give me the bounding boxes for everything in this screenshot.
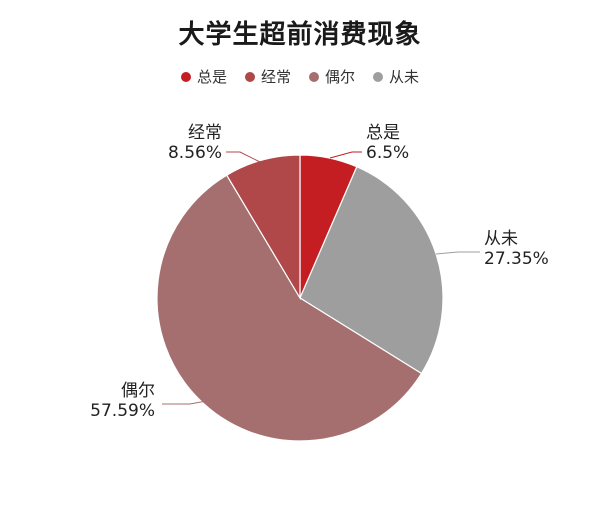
data-label-category: 经常 <box>188 123 222 143</box>
data-label-value: 8.56% <box>168 143 222 163</box>
leader-line <box>435 251 480 255</box>
pie-slice <box>156 174 423 442</box>
legend-swatch <box>373 71 384 82</box>
legend-swatch <box>244 71 255 82</box>
leader-line <box>329 151 362 159</box>
chart-title: 大学生超前消费现象 <box>178 20 422 50</box>
data-label-value: 57.59% <box>90 401 155 421</box>
legend-swatch <box>309 71 319 82</box>
data-label-value: 6.5% <box>366 143 409 163</box>
data-label-category: 偶尔 <box>121 381 155 401</box>
legend-item: 从未 <box>373 66 419 87</box>
legend-label: 偶尔 <box>325 68 356 86</box>
leader-line <box>226 151 263 164</box>
data-label-category: 总是 <box>366 123 400 143</box>
data-label-category: 从未 <box>484 229 518 249</box>
legend-item: 偶尔 <box>309 66 355 87</box>
legend-item: 经常 <box>244 66 291 87</box>
legend: 总是 经常 偶尔 从未 <box>0 66 600 87</box>
legend-label: 总是 <box>196 68 227 86</box>
pie-slice <box>225 154 301 301</box>
pie-slice <box>299 165 444 375</box>
legend-swatch <box>180 71 191 82</box>
leader-line <box>162 399 213 405</box>
legend-item: 总是 <box>180 66 227 87</box>
legend-label: 经常 <box>260 68 291 86</box>
legend-label: 从未 <box>389 68 420 86</box>
data-label-value: 27.35% <box>484 249 549 269</box>
